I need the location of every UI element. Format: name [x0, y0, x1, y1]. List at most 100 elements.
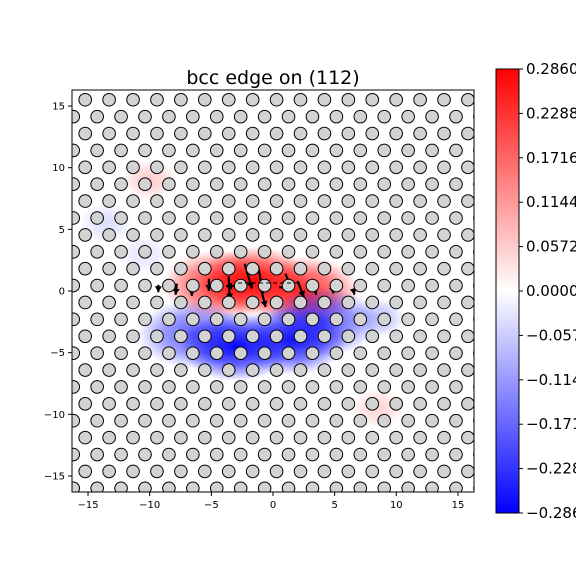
atom — [449, 346, 463, 360]
atom — [437, 397, 451, 411]
atom — [126, 126, 140, 141]
atom — [115, 77, 128, 90]
atom — [293, 329, 308, 344]
atom — [102, 363, 116, 377]
atom — [221, 329, 236, 344]
colorbar-ticks: 0.2860 0.2288 0.1716 0.1144 0.0572 0.0000 −0.0… — [519, 60, 576, 522]
atom — [353, 278, 368, 293]
atom — [114, 109, 128, 124]
colorbar-tick-label: −0.2860 — [526, 504, 576, 522]
atom — [401, 312, 415, 327]
atom — [55, 431, 68, 444]
atom — [425, 244, 439, 259]
atom — [186, 244, 200, 259]
atom — [233, 312, 248, 327]
atom — [150, 261, 164, 276]
x-tick-label: 5 — [331, 500, 337, 511]
atom — [114, 177, 128, 192]
atom — [353, 109, 368, 124]
atom — [281, 346, 296, 360]
atom — [67, 77, 80, 90]
atom — [138, 278, 152, 293]
atom — [198, 363, 212, 377]
atom — [377, 481, 392, 492]
atom — [209, 346, 224, 360]
atom — [293, 295, 308, 310]
y-tick-label: 10 — [52, 163, 65, 174]
atom — [461, 295, 474, 310]
atom — [198, 295, 212, 310]
atom — [353, 244, 368, 259]
atom — [353, 177, 368, 192]
atom — [281, 380, 296, 394]
atom — [150, 126, 164, 141]
atom — [317, 329, 332, 344]
atom — [114, 481, 128, 492]
atom — [126, 430, 140, 445]
atom — [78, 430, 92, 445]
atom — [245, 261, 260, 276]
colorbar-tick-label: 0.0000 — [526, 282, 576, 300]
atom — [425, 109, 439, 124]
atom — [245, 228, 260, 242]
atom — [413, 363, 427, 377]
atom — [257, 447, 272, 462]
atom — [138, 143, 152, 158]
atom — [293, 397, 308, 411]
atom — [281, 244, 296, 259]
y-tick-label: −15 — [44, 471, 65, 482]
atom — [55, 330, 68, 343]
atom — [341, 261, 356, 276]
atom — [401, 413, 415, 428]
atom — [281, 413, 296, 428]
atom — [55, 296, 68, 309]
atom — [353, 481, 368, 492]
y-axis: −15 −10 −5 0 5 10 15 — [44, 102, 72, 482]
atom — [401, 143, 415, 158]
atom — [162, 177, 176, 192]
atom — [413, 194, 427, 208]
atom — [473, 214, 474, 222]
displacement-arrowhead — [298, 290, 305, 298]
atom — [186, 380, 200, 394]
atom — [389, 126, 403, 141]
atom — [90, 312, 104, 327]
atom — [150, 160, 164, 175]
atom — [474, 77, 487, 90]
atom — [186, 211, 200, 225]
atom — [425, 481, 439, 492]
displacement-arrowhead — [172, 288, 180, 295]
atom — [437, 363, 451, 377]
atom — [461, 194, 474, 208]
atom — [437, 464, 451, 479]
atom — [401, 447, 415, 462]
atom — [90, 244, 104, 259]
atom — [126, 194, 140, 208]
atom — [341, 126, 356, 141]
atom — [198, 261, 212, 276]
atom — [317, 92, 332, 107]
atom — [102, 126, 116, 141]
atom — [305, 109, 320, 124]
atom — [138, 380, 152, 394]
atom — [473, 147, 474, 154]
atom — [138, 447, 152, 462]
atom — [90, 346, 104, 360]
atom — [209, 109, 224, 124]
atom — [55, 127, 68, 140]
atom — [114, 346, 128, 360]
y-tick-label: 15 — [52, 102, 65, 113]
atom — [209, 481, 224, 492]
atom — [198, 329, 212, 344]
displacement-arrowhead — [226, 282, 233, 290]
displacement-arrowhead — [349, 288, 357, 295]
atom — [174, 295, 188, 310]
atom — [186, 413, 200, 428]
atom — [305, 346, 320, 360]
atom — [78, 363, 92, 377]
atom — [174, 363, 188, 377]
atom — [425, 211, 439, 225]
atom — [341, 397, 356, 411]
atom — [257, 177, 272, 192]
atom — [293, 194, 308, 208]
